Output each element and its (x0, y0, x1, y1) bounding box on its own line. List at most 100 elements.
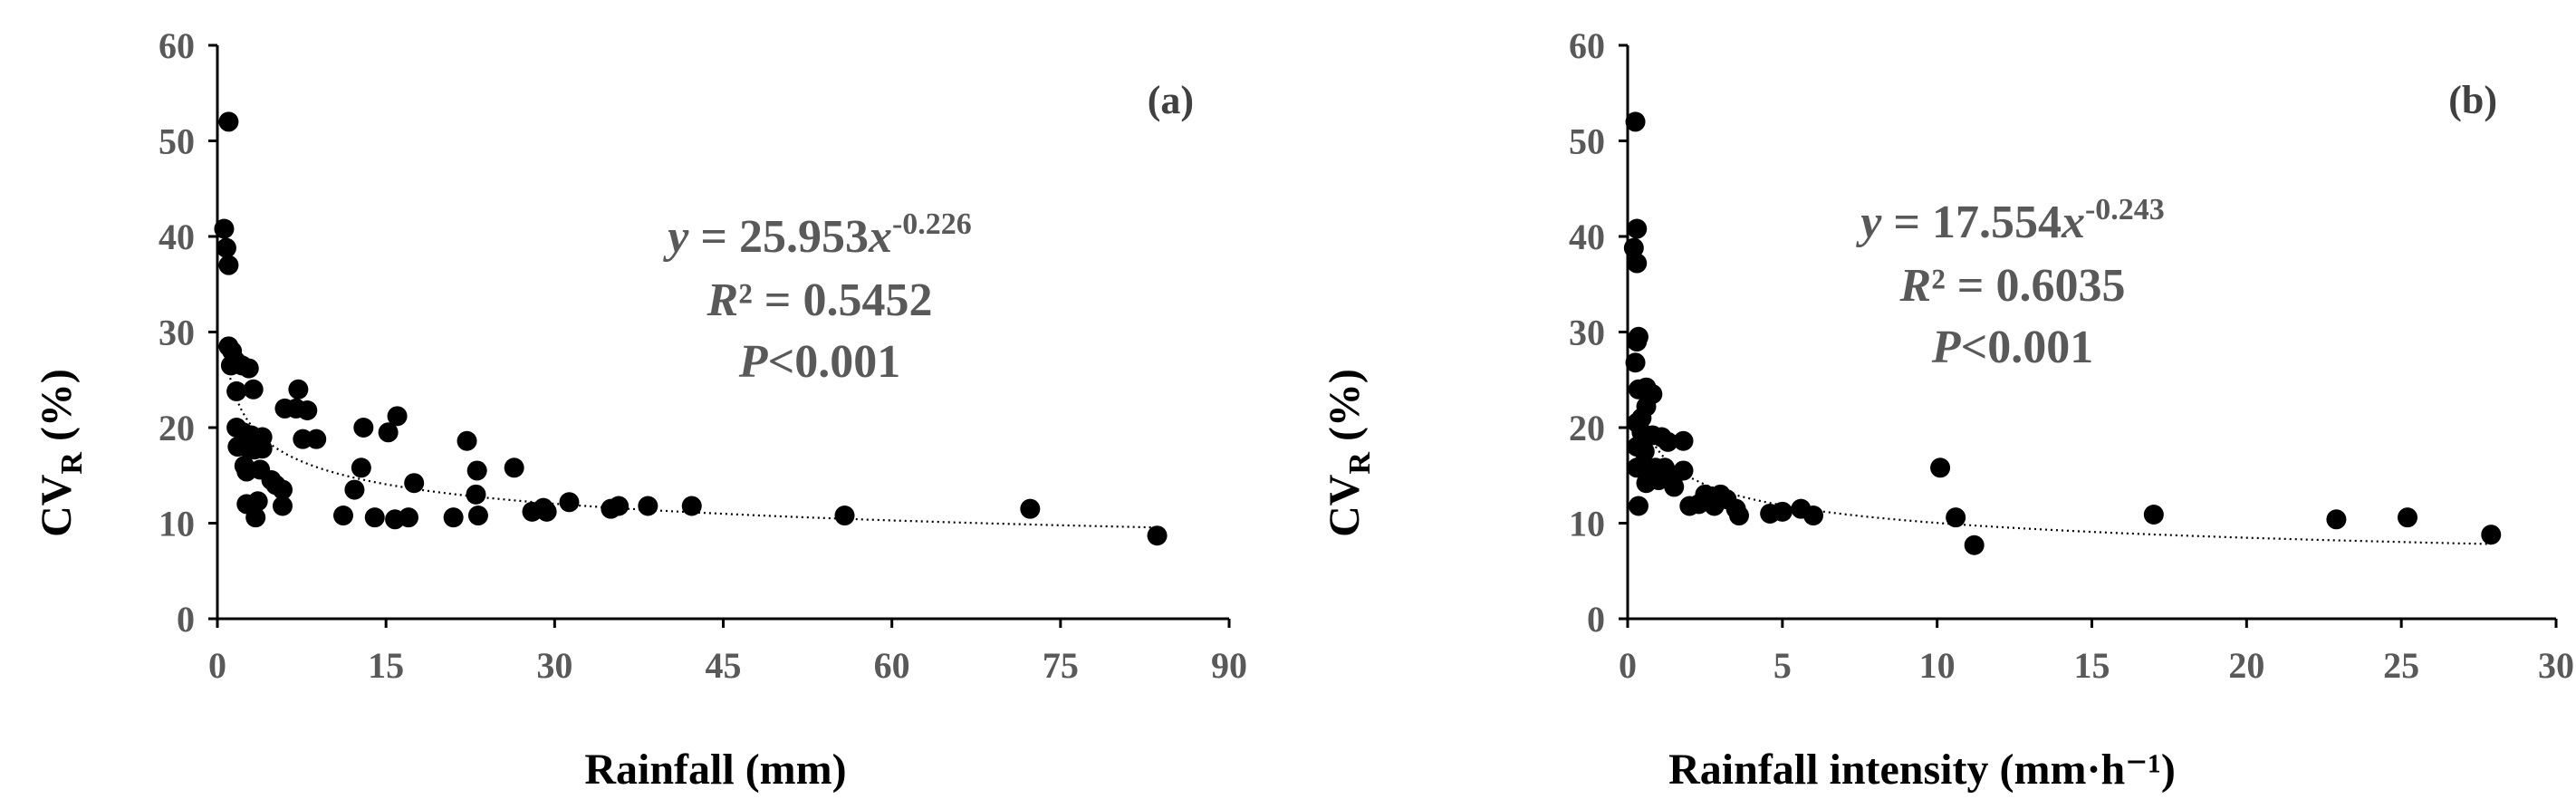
axes-group (1626, 45, 2556, 621)
data-point (466, 484, 486, 505)
y-tick-label: 0 (1587, 599, 1605, 640)
data-point (1648, 470, 1669, 491)
chart-b: 0 5 10 15 20 25 30 0 10 20 30 40 50 60 (b) y = 17.554… (1321, 25, 2574, 794)
data-point (1147, 525, 1168, 546)
y-tick-label: 60 (1569, 25, 1605, 66)
y-tick-label: 30 (1569, 313, 1605, 353)
data-point (638, 496, 658, 516)
data-point (443, 507, 464, 528)
y-tick-label: 0 (177, 599, 195, 640)
data-point (351, 457, 371, 478)
y-axis-title: CVR (%) (33, 369, 89, 537)
data-point (364, 507, 385, 528)
y-tick-label: 20 (1569, 408, 1605, 448)
x-tick-label: 60 (874, 645, 910, 686)
r2-label: R² = 0.6035 (1899, 260, 2126, 312)
data-point (2326, 509, 2347, 530)
equation-exponent: -0.226 (892, 207, 972, 241)
y-axis-title-main: CV (33, 474, 81, 537)
data-point (226, 380, 247, 401)
data-point (216, 237, 236, 258)
x-tick-label: 5 (1773, 645, 1792, 686)
data-point (1020, 498, 1041, 519)
data-point (245, 507, 266, 528)
equation-x: x (868, 211, 892, 263)
data-point (306, 429, 327, 449)
data-point (1729, 506, 1749, 526)
data-point (218, 111, 239, 132)
y-tick-label: 40 (1569, 217, 1605, 257)
p-value: <0.001 (1961, 322, 2094, 373)
data-point (1625, 111, 1646, 132)
p-label: P<0.001 (738, 336, 900, 388)
p-value: <0.001 (768, 336, 901, 388)
data-point (2143, 505, 2164, 525)
chart-a: 0 15 30 45 60 75 90 0 10 20 30 40 50 60 (a) y = 25.95… (33, 25, 1247, 794)
data-point (333, 506, 354, 526)
x-tick-label: 30 (536, 645, 572, 686)
y-tick-label: 50 (159, 121, 195, 162)
equation-x: x (2061, 197, 2085, 248)
data-point (834, 506, 855, 526)
data-point (536, 501, 557, 522)
data-point (252, 438, 273, 459)
data-point (1658, 431, 1678, 452)
equation-label: y = 17.554x-0.243 (1855, 193, 2165, 248)
data-point (288, 379, 309, 400)
x-tick-label: 15 (2074, 645, 2110, 686)
data-point (1772, 501, 1793, 522)
equation-label: y = 25.953x-0.226 (662, 207, 972, 263)
tick-group: 0 5 10 15 20 25 30 0 10 20 30 40 50 60 (1569, 25, 2574, 686)
p-label: P<0.001 (1931, 322, 2093, 373)
data-point (247, 491, 268, 512)
y-axis-title-sub: R (55, 452, 89, 475)
data-point (2398, 507, 2417, 528)
data-point (387, 406, 408, 427)
data-point (466, 460, 487, 481)
x-axis-title: Rainfall intensity (mm·h⁻¹) (1668, 746, 2176, 794)
r2-label: R² = 0.5452 (706, 274, 933, 326)
points-group (214, 111, 1168, 546)
r2-symbol: R (706, 274, 739, 326)
y-axis-title-rest: (%) (33, 369, 81, 452)
y-tick-label: 10 (159, 504, 195, 544)
data-point (1627, 218, 1648, 239)
data-point (1673, 430, 1694, 451)
x-tick-label: 10 (1919, 645, 1956, 686)
data-point (1964, 535, 1985, 555)
x-axis-title: Rainfall (mm) (584, 746, 846, 794)
y-axis-title: CVR (%) (1321, 369, 1377, 537)
trendline (1638, 406, 2492, 545)
y-axis-title-rest: (%) (1321, 369, 1369, 452)
equation-mid: = 25.953 (688, 211, 869, 263)
data-point (457, 430, 477, 451)
data-point (1803, 506, 1823, 526)
data-point (559, 492, 580, 513)
data-point (378, 422, 399, 443)
y-axis-title-sub: R (1343, 452, 1377, 475)
data-point (272, 479, 293, 500)
data-point (1946, 507, 1966, 528)
y-axis-title-main: CV (1321, 474, 1369, 537)
equation-y: y (662, 211, 689, 263)
y-tick-label: 10 (1569, 504, 1605, 544)
axes-group (216, 45, 1229, 621)
data-point (238, 358, 259, 379)
panel-label: (b) (2448, 78, 2497, 122)
x-tick-label: 20 (2228, 645, 2264, 686)
data-point (214, 218, 235, 239)
data-point (1636, 396, 1657, 417)
points-group (1623, 111, 2502, 555)
x-tick-label: 0 (1619, 645, 1637, 686)
data-point (609, 496, 630, 516)
data-point (504, 457, 524, 478)
data-point (1930, 457, 1951, 478)
data-point (1627, 253, 1648, 274)
data-point (1673, 460, 1694, 481)
x-tick-label: 75 (1043, 645, 1079, 686)
tick-group: 0 15 30 45 60 75 90 0 10 20 30 40 50 60 (159, 25, 1247, 686)
data-point (1627, 332, 1648, 352)
data-point (272, 496, 293, 516)
y-tick-label: 20 (159, 408, 195, 448)
y-tick-label: 30 (159, 313, 195, 353)
